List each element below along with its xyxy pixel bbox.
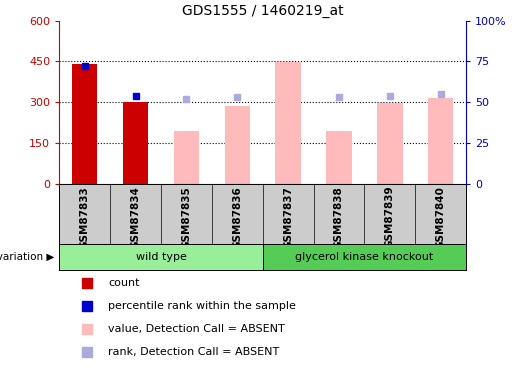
Text: GSM87835: GSM87835 bbox=[181, 186, 192, 249]
Text: rank, Detection Call = ABSENT: rank, Detection Call = ABSENT bbox=[108, 347, 279, 357]
Bar bbox=[263, 244, 466, 270]
Bar bbox=[225, 106, 250, 184]
Text: value, Detection Call = ABSENT: value, Detection Call = ABSENT bbox=[108, 324, 285, 334]
Text: glycerol kinase knockout: glycerol kinase knockout bbox=[295, 252, 434, 262]
Text: GSM87837: GSM87837 bbox=[283, 186, 293, 249]
Text: GSM87834: GSM87834 bbox=[130, 186, 141, 249]
Bar bbox=[276, 62, 301, 184]
Text: percentile rank within the sample: percentile rank within the sample bbox=[108, 301, 296, 311]
Text: GSM87839: GSM87839 bbox=[385, 186, 395, 248]
Bar bbox=[72, 64, 97, 184]
Bar bbox=[377, 103, 403, 184]
Bar bbox=[123, 102, 148, 184]
Bar bbox=[174, 131, 199, 184]
Text: GSM87838: GSM87838 bbox=[334, 186, 344, 249]
Bar bbox=[326, 131, 352, 184]
Text: count: count bbox=[108, 278, 140, 288]
Bar bbox=[59, 244, 263, 270]
Bar bbox=[428, 98, 453, 184]
Text: GSM87836: GSM87836 bbox=[232, 186, 242, 249]
Text: wild type: wild type bbox=[135, 252, 186, 262]
Text: genotype/variation ▶: genotype/variation ▶ bbox=[0, 252, 54, 262]
Title: GDS1555 / 1460219_at: GDS1555 / 1460219_at bbox=[182, 4, 344, 18]
Text: GSM87833: GSM87833 bbox=[80, 186, 90, 249]
Text: GSM87840: GSM87840 bbox=[436, 186, 445, 249]
